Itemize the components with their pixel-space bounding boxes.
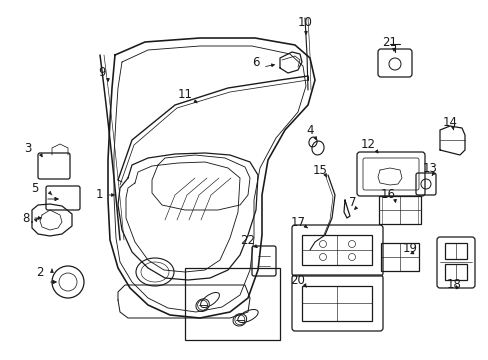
Text: 22: 22 bbox=[240, 234, 255, 247]
Text: 2: 2 bbox=[36, 266, 43, 279]
Text: 18: 18 bbox=[446, 279, 461, 292]
Bar bbox=[302, 285, 371, 320]
Bar bbox=[444, 264, 466, 280]
Bar bbox=[302, 235, 371, 265]
Text: 4: 4 bbox=[305, 123, 313, 136]
Text: 21: 21 bbox=[382, 36, 397, 49]
Bar bbox=[444, 243, 466, 259]
Text: 7: 7 bbox=[348, 195, 356, 208]
Text: 13: 13 bbox=[422, 162, 437, 175]
Text: 19: 19 bbox=[402, 242, 417, 255]
Text: 15: 15 bbox=[312, 163, 327, 176]
Text: 9: 9 bbox=[98, 66, 105, 78]
Text: 3: 3 bbox=[24, 141, 32, 154]
Text: 5: 5 bbox=[31, 183, 39, 195]
Text: 16: 16 bbox=[380, 189, 395, 202]
Text: 12: 12 bbox=[360, 139, 375, 152]
Text: 20: 20 bbox=[290, 274, 305, 287]
Text: 17: 17 bbox=[290, 216, 305, 229]
Bar bbox=[378, 196, 420, 224]
Text: 11: 11 bbox=[177, 89, 192, 102]
Text: 8: 8 bbox=[22, 211, 30, 225]
Text: 14: 14 bbox=[442, 116, 457, 129]
Text: 10: 10 bbox=[297, 15, 312, 28]
Text: 6: 6 bbox=[252, 55, 259, 68]
Bar bbox=[380, 243, 418, 271]
Bar bbox=[184, 268, 280, 340]
Text: 1: 1 bbox=[95, 189, 102, 202]
